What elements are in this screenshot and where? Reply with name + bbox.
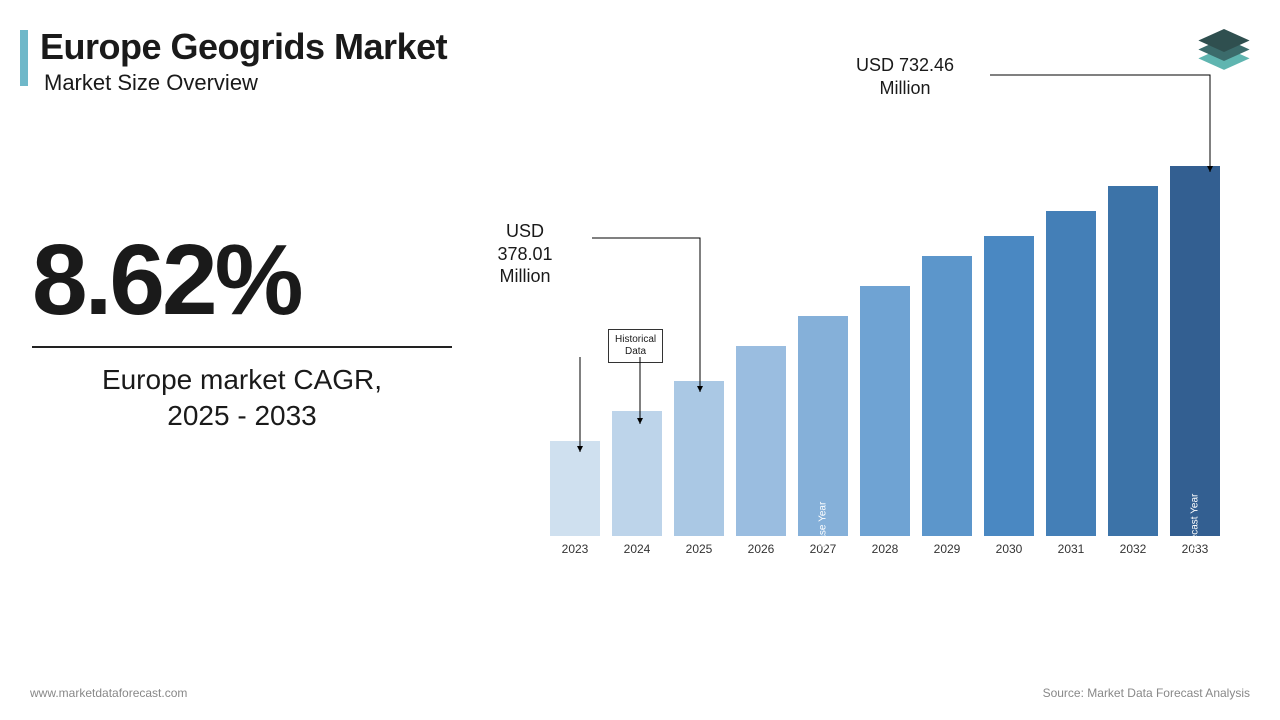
- base-year-label: Base Year: [818, 502, 829, 548]
- bar: [922, 256, 972, 536]
- footer-source: Source: Market Data Forecast Analysis: [1043, 686, 1250, 700]
- callout-end-line1: USD 732.46: [856, 55, 954, 75]
- bar: [1046, 211, 1096, 536]
- footer-url: www.marketdataforecast.com: [30, 686, 187, 700]
- bar-wrap: Base Year2027: [798, 316, 848, 556]
- x-axis-label: 2026: [748, 542, 775, 556]
- cagr-label-line2: 2025 - 2033: [167, 400, 316, 431]
- callout-start-line2: 378.01: [497, 244, 552, 264]
- x-axis-label: 2029: [934, 542, 961, 556]
- bar: [550, 441, 600, 536]
- callout-end-line2: Million: [879, 78, 930, 98]
- x-axis-label: 2023: [562, 542, 589, 556]
- cagr-value: 8.62%: [32, 230, 452, 330]
- bar-wrap: 2026: [736, 346, 786, 556]
- x-axis-label: 2031: [1058, 542, 1085, 556]
- bar-group: 2023 2024 2025 2026 Base Year2027 2028 2029 203…: [550, 186, 1230, 556]
- callout-start-line3: Million: [499, 266, 550, 286]
- x-axis-label: 2028: [872, 542, 899, 556]
- page-title: Europe Geogrids Market: [40, 26, 447, 68]
- bar-wrap: 2030: [984, 236, 1034, 556]
- bar-wrap: 2028: [860, 286, 910, 556]
- x-axis-label: 2032: [1120, 542, 1147, 556]
- cagr-label-line1: Europe market CAGR,: [102, 364, 382, 395]
- forecast-year-label: Forecast Year: [1190, 494, 1201, 556]
- bar: Forecast Year: [1170, 166, 1220, 536]
- callout-end-value: USD 732.46 Million: [820, 54, 990, 99]
- x-axis-label: 2024: [624, 542, 651, 556]
- bar-wrap: 2031: [1046, 211, 1096, 556]
- bar-wrap: Forecast Year2033: [1170, 166, 1220, 556]
- bar: [736, 346, 786, 536]
- bar-wrap: 2025: [674, 381, 724, 556]
- page-subtitle: Market Size Overview: [44, 70, 258, 96]
- infographic-root: Europe Geogrids Market Market Size Overv…: [0, 0, 1280, 720]
- cagr-divider: [32, 346, 452, 348]
- callout-start-line1: USD: [506, 221, 544, 241]
- bar-wrap: 2023: [550, 441, 600, 556]
- bar: [984, 236, 1034, 536]
- layers-icon: [1192, 20, 1256, 84]
- bar: [674, 381, 724, 536]
- bar-wrap: 2029: [922, 256, 972, 556]
- bar: [612, 411, 662, 536]
- x-axis-label: 2030: [996, 542, 1023, 556]
- x-axis-label: 2025: [686, 542, 713, 556]
- bar-wrap: 2024: [612, 411, 662, 556]
- bar: [860, 286, 910, 536]
- bar-wrap: 2032: [1108, 186, 1158, 556]
- title-accent-bar: [20, 30, 28, 86]
- bar: Base Year: [798, 316, 848, 536]
- cagr-label: Europe market CAGR, 2025 - 2033: [32, 362, 452, 435]
- bar: [1108, 186, 1158, 536]
- cagr-block: 8.62% Europe market CAGR, 2025 - 2033: [32, 230, 452, 435]
- brand-logo: [1192, 20, 1256, 84]
- bar-chart: 2023 2024 2025 2026 Base Year2027 2028 2029 203…: [550, 150, 1230, 580]
